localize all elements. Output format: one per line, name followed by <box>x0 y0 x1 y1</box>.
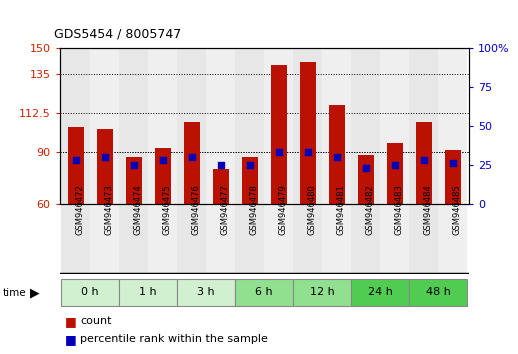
Text: 24 h: 24 h <box>368 287 393 297</box>
Text: 12 h: 12 h <box>310 287 335 297</box>
Text: 0 h: 0 h <box>81 287 99 297</box>
Bar <box>177 204 206 274</box>
Bar <box>184 122 199 204</box>
Bar <box>177 279 235 307</box>
Text: GSM946484: GSM946484 <box>424 184 433 235</box>
Point <box>304 149 312 155</box>
Bar <box>90 204 119 274</box>
Text: GSM946475: GSM946475 <box>163 184 171 235</box>
Bar <box>206 48 235 204</box>
Point <box>362 165 370 171</box>
Text: GSM946480: GSM946480 <box>308 184 316 235</box>
Point <box>333 154 341 160</box>
Bar <box>242 157 257 204</box>
Bar <box>358 155 374 204</box>
Point <box>130 162 138 167</box>
Text: 48 h: 48 h <box>426 287 451 297</box>
Text: 1 h: 1 h <box>139 287 157 297</box>
Text: GSM946478: GSM946478 <box>250 184 258 235</box>
Bar <box>125 157 141 204</box>
Bar <box>409 279 467 307</box>
Text: GSM946482: GSM946482 <box>366 184 375 235</box>
Bar <box>154 148 170 204</box>
Bar <box>380 48 409 204</box>
Text: GSM946473: GSM946473 <box>105 184 113 235</box>
Bar <box>387 143 403 204</box>
Bar <box>409 204 438 274</box>
Text: percentile rank within the sample: percentile rank within the sample <box>80 334 268 344</box>
Point <box>246 162 254 167</box>
Point <box>100 154 109 160</box>
Text: 3 h: 3 h <box>197 287 215 297</box>
Text: GSM946481: GSM946481 <box>337 184 346 235</box>
Text: ■: ■ <box>65 332 77 346</box>
Bar <box>329 105 344 204</box>
Point <box>275 149 283 155</box>
Text: ■: ■ <box>65 315 77 328</box>
Point <box>217 162 225 167</box>
Bar <box>67 127 83 204</box>
Bar <box>235 279 293 307</box>
Bar <box>119 48 148 204</box>
Bar <box>213 169 228 204</box>
Bar <box>206 204 235 274</box>
Text: time: time <box>3 288 26 298</box>
Bar <box>438 48 467 204</box>
Point <box>71 157 80 163</box>
Bar <box>293 204 322 274</box>
Point <box>391 162 399 167</box>
Bar <box>235 48 264 204</box>
Point <box>159 157 167 163</box>
Bar <box>264 204 293 274</box>
Bar <box>380 204 409 274</box>
Bar <box>119 279 177 307</box>
Bar <box>322 48 351 204</box>
Bar <box>271 65 286 204</box>
Bar <box>416 122 432 204</box>
Bar <box>351 279 409 307</box>
Bar <box>96 129 112 204</box>
Bar <box>90 48 119 204</box>
Bar <box>300 62 315 204</box>
Text: GSM946474: GSM946474 <box>134 184 142 235</box>
Text: 6 h: 6 h <box>255 287 273 297</box>
Text: GDS5454 / 8005747: GDS5454 / 8005747 <box>54 28 182 41</box>
Bar <box>293 279 351 307</box>
Bar <box>438 204 467 274</box>
Text: ▶: ▶ <box>30 286 40 299</box>
Bar <box>293 48 322 204</box>
Bar <box>61 48 90 204</box>
Bar <box>148 204 177 274</box>
Bar <box>264 48 293 204</box>
Text: GSM946485: GSM946485 <box>453 184 462 235</box>
Point <box>420 157 428 163</box>
Text: count: count <box>80 316 112 326</box>
Text: GSM946477: GSM946477 <box>221 184 229 235</box>
Bar <box>148 48 177 204</box>
Text: GSM946483: GSM946483 <box>395 184 404 235</box>
Point <box>449 160 457 166</box>
Bar <box>61 279 119 307</box>
Text: GSM946472: GSM946472 <box>76 184 84 235</box>
Point <box>188 154 196 160</box>
Bar <box>61 204 90 274</box>
Bar <box>445 150 461 204</box>
Bar <box>351 204 380 274</box>
Bar <box>177 48 206 204</box>
Bar <box>119 204 148 274</box>
Bar <box>235 204 264 274</box>
Bar <box>409 48 438 204</box>
Text: GSM946476: GSM946476 <box>192 184 200 235</box>
Bar <box>351 48 380 204</box>
Bar <box>322 204 351 274</box>
Text: GSM946479: GSM946479 <box>279 184 287 235</box>
